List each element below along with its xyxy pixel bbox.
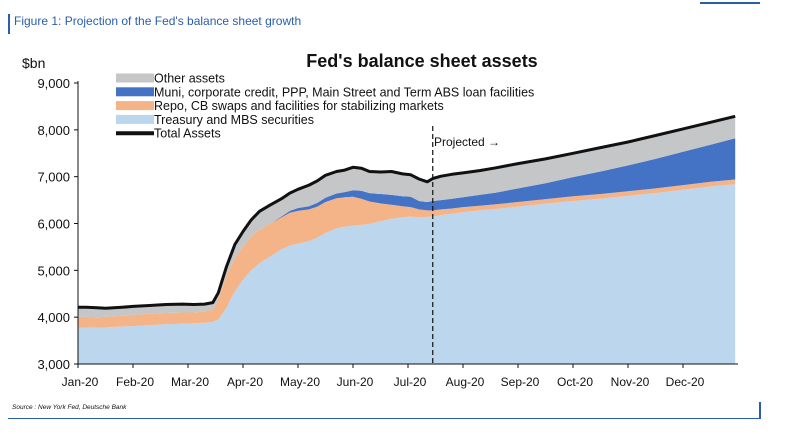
x-tick-label: Feb-20 <box>116 375 154 389</box>
y-tick-label: 3,000 <box>37 357 70 372</box>
legend-repo-swaps-swatch <box>116 101 154 111</box>
figure-header-box <box>8 14 762 34</box>
y-tick-label: 7,000 <box>37 170 70 185</box>
top-rule <box>0 2 797 3</box>
y-tick-label: 5,000 <box>37 263 70 278</box>
figure-label: Figure 1: Projection of the Fed's balanc… <box>14 14 302 28</box>
area-treasury-mbs <box>78 184 736 364</box>
y-tick-label: 4,000 <box>37 310 70 325</box>
x-tick-label: Mar-20 <box>171 375 209 389</box>
x-tick-label: Jan-20 <box>62 375 99 389</box>
area-other-assets <box>78 116 736 318</box>
legend-muni-credit-facilities-swatch <box>116 87 154 97</box>
x-tick-label: Dec-20 <box>666 375 705 389</box>
x-tick-label: Oct-20 <box>557 375 593 389</box>
area-repo-swaps <box>78 179 736 328</box>
x-tick-label: May-20 <box>280 375 320 389</box>
legend-repo-swaps-label: Repo, CB swaps and facilities for stabil… <box>154 99 444 113</box>
legend-other-assets-swatch <box>116 73 154 83</box>
area-muni-credit-facilities <box>78 138 736 318</box>
legend-treasury-mbs-swatch <box>116 114 154 124</box>
bottom-right-accent <box>759 402 761 419</box>
legend-muni-credit-facilities-label: Muni, corporate credit, PPP, Main Street… <box>154 85 534 99</box>
x-tick-label: Sep-20 <box>501 375 540 389</box>
legend-other-assets-label: Other assets <box>154 72 225 86</box>
top-right-accent-bar <box>700 2 760 4</box>
x-tick-label: Aug-20 <box>446 375 485 389</box>
y-tick-label: 9,000 <box>37 76 70 91</box>
projected-label: Projected → <box>434 135 500 149</box>
bottom-rule <box>8 418 760 419</box>
x-tick-label: Jul-20 <box>394 375 427 389</box>
y-tick-label: 6,000 <box>37 217 70 232</box>
source-note: Source : New York Fed, Deutsche Bank <box>12 404 127 411</box>
x-tick-label: Nov-20 <box>611 375 650 389</box>
legend-treasury-mbs-label: Treasury and MBS securities <box>154 113 314 127</box>
y-tick-label: 8,000 <box>37 123 70 138</box>
total-assets-line <box>78 114 736 310</box>
x-tick-label: Apr-20 <box>227 375 263 389</box>
chart-title: Fed's balance sheet assets <box>306 51 537 71</box>
y-axis-unit-label: $bn <box>22 55 45 71</box>
legend-total-assets-label: Total Assets <box>154 127 221 141</box>
x-tick-label: Jun-20 <box>337 375 374 389</box>
